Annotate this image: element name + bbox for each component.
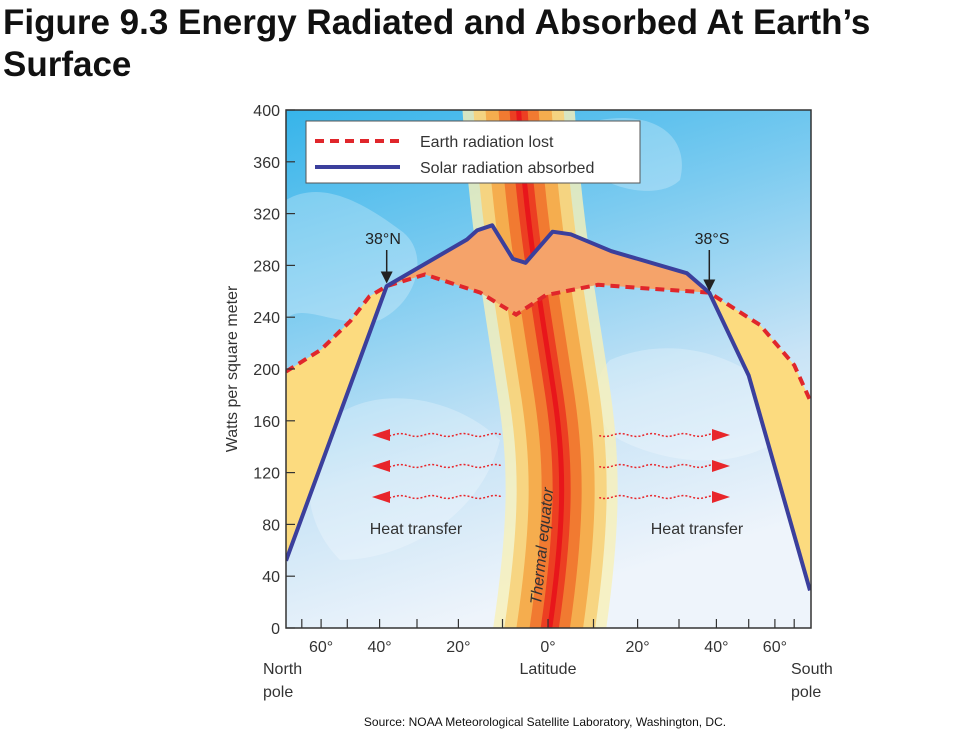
y-tick-label: 240 [253, 310, 280, 327]
arrowhead-icon [372, 429, 390, 441]
heat-transfer-arrow-north [387, 432, 501, 438]
svg-text:38°S: 38°S [695, 231, 730, 248]
annotation-38s: 38°S [695, 231, 730, 292]
x-tick-label: 20° [626, 639, 650, 656]
y-tick-label: 0 [271, 621, 280, 638]
arrowhead-icon [372, 491, 390, 503]
arrowhead-icon [712, 460, 730, 472]
figure-title: Figure 9.3 Energy Radiated and Absorbed … [3, 3, 871, 84]
source-note: Source: NOAA Meteorological Satellite La… [363, 715, 727, 729]
y-tick-label: 280 [253, 258, 280, 275]
heat-transfer-arrow-south [599, 494, 713, 500]
legend: Earth radiation lost Solar radiation abs… [305, 120, 641, 184]
arrowhead-icon [372, 460, 390, 472]
arrowhead-icon [712, 491, 730, 503]
legend-label-solar: Solar radiation absorbed [420, 160, 594, 177]
y-axis: 0 40 80 120 160 200 240 280 320 360 400 [253, 103, 295, 638]
y-axis-label: Watts per square meter [224, 285, 241, 452]
annotation-38n: 38°N [365, 231, 401, 284]
y-tick-label: 360 [253, 155, 280, 172]
heat-transfer-north-label: Heat transfer [370, 521, 463, 538]
north-pole-label: pole [263, 684, 293, 701]
heat-transfer-arrow-north [387, 494, 501, 500]
arrowhead-icon [712, 429, 730, 441]
south-pole-label: pole [791, 684, 821, 701]
x-tick-label: 40° [367, 639, 391, 656]
svg-text:38°N: 38°N [365, 231, 401, 248]
x-tick-label: 20° [446, 639, 470, 656]
y-tick-label: 320 [253, 207, 280, 224]
heat-transfer-arrow-south [599, 463, 713, 469]
earth-radiation-lost-line [286, 272, 811, 401]
x-tick-label: 60° [763, 639, 787, 656]
x-tick-label: 60° [309, 639, 333, 656]
y-tick-label: 80 [262, 517, 280, 534]
heat-transfer-arrow-north [387, 463, 501, 469]
legend-label-earth: Earth radiation lost [420, 134, 554, 151]
y-tick-label: 120 [253, 466, 280, 483]
x-axis-label: Latitude [520, 661, 577, 678]
x-axis: 60° 40° 20° 0° 20° 40° 60° [301, 619, 795, 656]
y-tick-label: 160 [253, 414, 280, 431]
thermal-equator-band-layer [516, 110, 565, 628]
y-tick-label: 200 [253, 362, 280, 379]
north-label: North [263, 661, 302, 678]
y-tick-label: 400 [253, 103, 280, 120]
thermal-equator-band [462, 110, 618, 628]
y-tick-label: 40 [262, 569, 280, 586]
heat-transfer-arrows [372, 429, 730, 503]
energy-surplus-area [386, 225, 710, 315]
south-label: South [791, 661, 833, 678]
x-tick-label: 40° [704, 639, 728, 656]
heat-transfer-arrow-south [599, 432, 713, 438]
x-tick-label: 0° [540, 639, 555, 656]
heat-transfer-south-label: Heat transfer [651, 521, 744, 538]
